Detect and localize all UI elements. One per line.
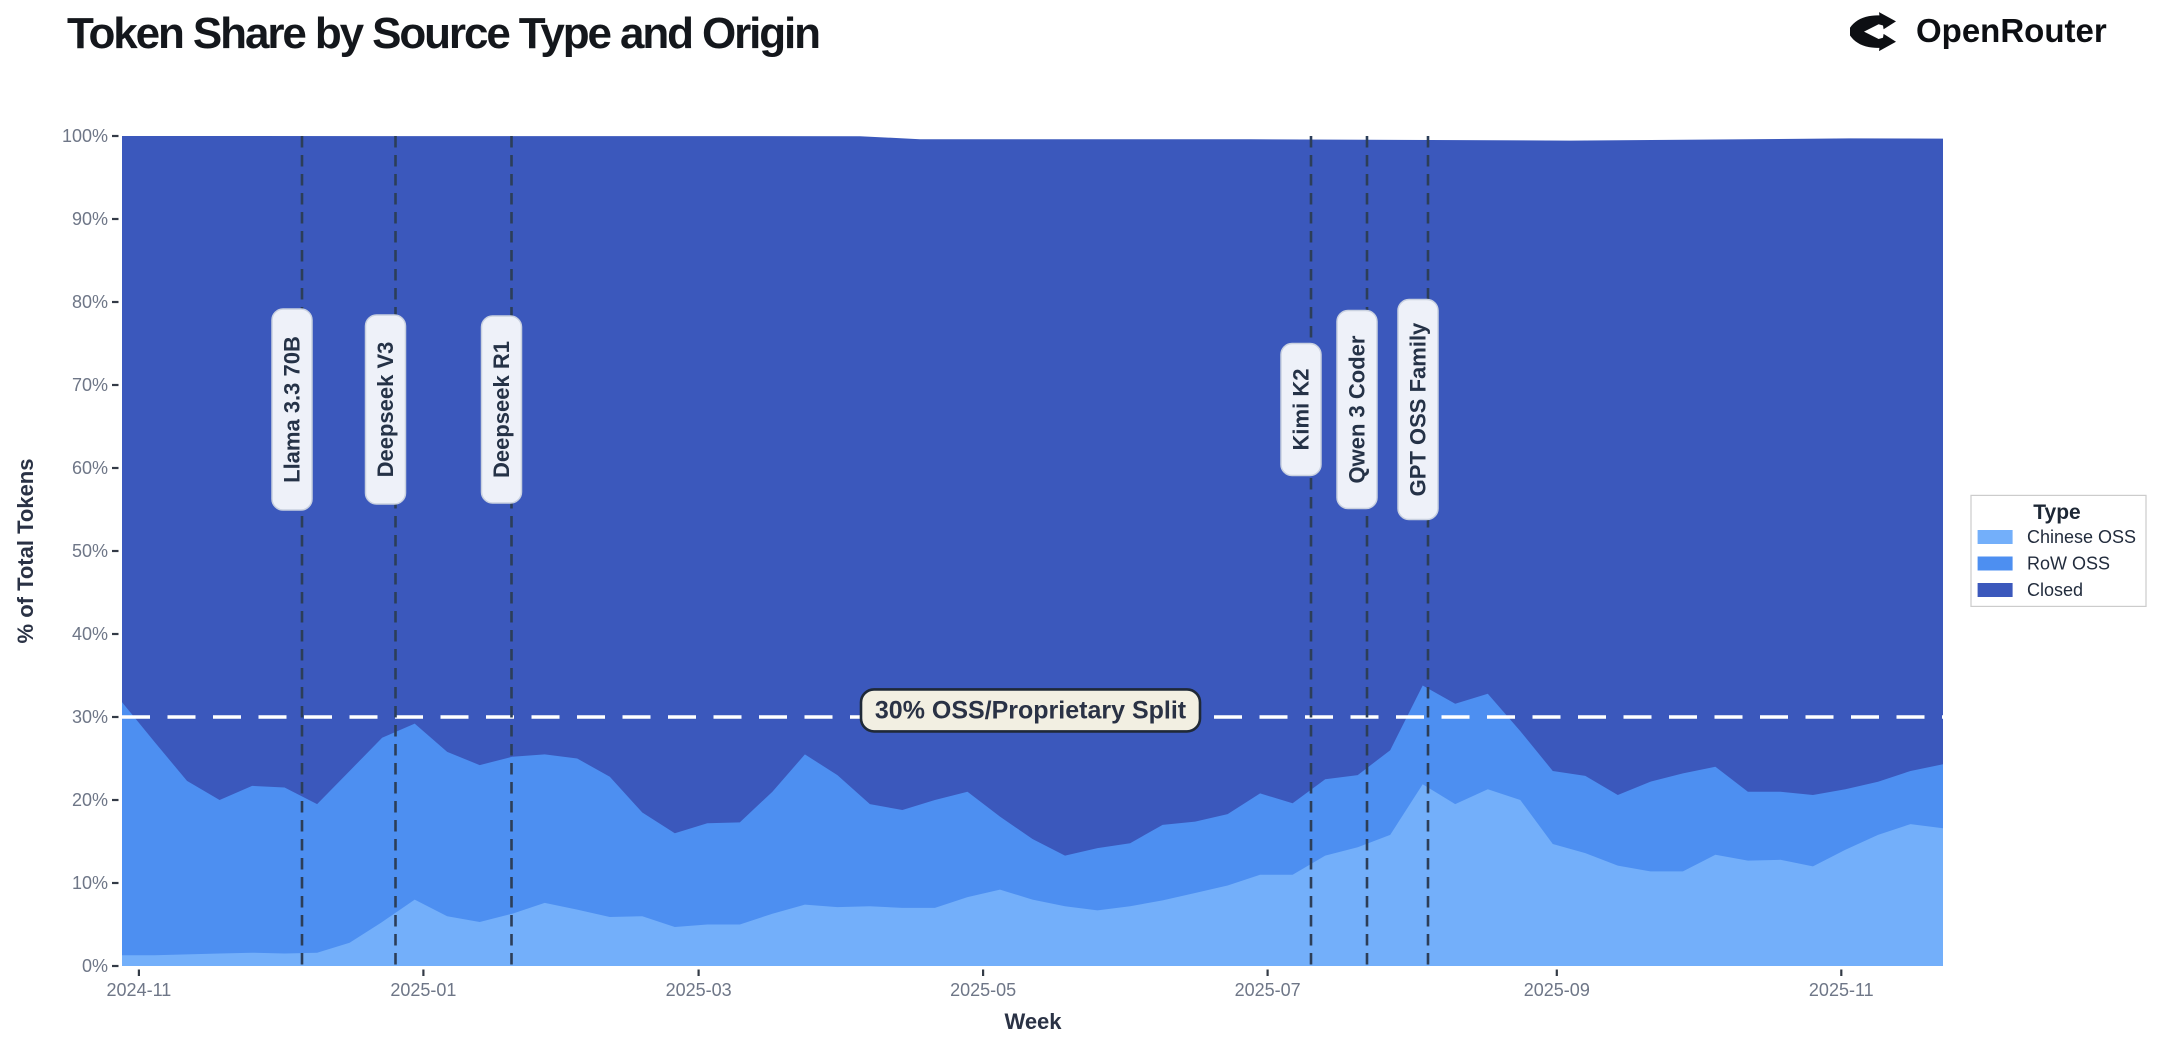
svg-text:20%: 20% xyxy=(72,790,108,810)
svg-text:Chinese OSS: Chinese OSS xyxy=(2027,527,2136,547)
svg-text:70%: 70% xyxy=(72,375,108,395)
svg-text:2025-09: 2025-09 xyxy=(1524,980,1590,1000)
svg-text:Token Share by Source Type and: Token Share by Source Type and Origin xyxy=(67,9,819,58)
svg-text:10%: 10% xyxy=(72,873,108,893)
svg-text:Deepseek R1: Deepseek R1 xyxy=(489,341,514,478)
svg-text:2025-07: 2025-07 xyxy=(1235,980,1301,1000)
svg-text:OpenRouter: OpenRouter xyxy=(1916,12,2107,49)
svg-text:30%: 30% xyxy=(72,707,108,727)
svg-text:Llama 3.3 70B: Llama 3.3 70B xyxy=(280,336,305,483)
svg-text:60%: 60% xyxy=(72,458,108,478)
svg-text:Closed: Closed xyxy=(2027,580,2083,600)
svg-text:Week: Week xyxy=(1004,1009,1062,1034)
svg-text:40%: 40% xyxy=(72,624,108,644)
svg-text:% of Total Tokens: % of Total Tokens xyxy=(13,459,38,644)
svg-text:50%: 50% xyxy=(72,541,108,561)
svg-text:100%: 100% xyxy=(62,126,108,146)
svg-text:RoW OSS: RoW OSS xyxy=(2027,554,2110,574)
svg-text:2025-11: 2025-11 xyxy=(1809,980,1874,1000)
svg-text:2025-03: 2025-03 xyxy=(666,980,732,1000)
svg-text:Qwen 3 Coder: Qwen 3 Coder xyxy=(1345,335,1370,483)
svg-text:80%: 80% xyxy=(72,292,108,312)
svg-text:Type: Type xyxy=(2033,501,2080,524)
svg-text:2024-11: 2024-11 xyxy=(107,980,172,1000)
svg-text:Deepseek V3: Deepseek V3 xyxy=(373,342,398,478)
svg-text:30% OSS/Proprietary Split: 30% OSS/Proprietary Split xyxy=(875,696,1187,724)
svg-text:2025-01: 2025-01 xyxy=(390,980,456,1000)
svg-text:0%: 0% xyxy=(82,956,108,976)
svg-text:Kimi K2: Kimi K2 xyxy=(1289,369,1314,451)
svg-text:2025-05: 2025-05 xyxy=(950,980,1016,1000)
svg-text:90%: 90% xyxy=(72,209,108,229)
svg-text:GPT OSS Family: GPT OSS Family xyxy=(1406,322,1431,496)
